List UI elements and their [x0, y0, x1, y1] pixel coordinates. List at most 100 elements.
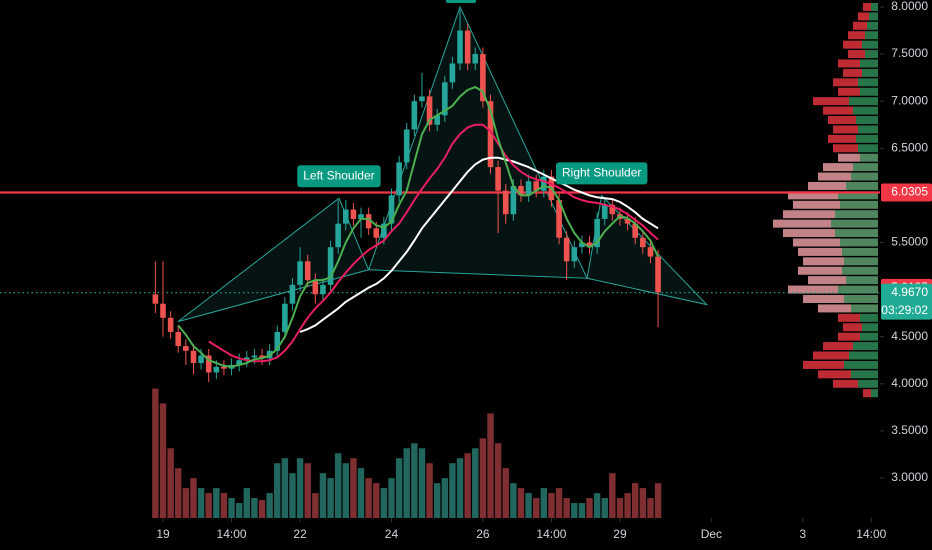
- volume-bar: [441, 478, 449, 518]
- candle-body: [335, 223, 341, 248]
- volume-bar: [601, 498, 608, 518]
- volume-bar: [357, 468, 365, 518]
- volume-bar: [578, 503, 586, 518]
- candle-body: [221, 366, 227, 369]
- volume-bar: [411, 443, 418, 518]
- candle-body: [320, 284, 326, 295]
- countdown: 03:29:02: [881, 303, 928, 317]
- candle-body: [350, 209, 357, 219]
- y-tick-label: 6.5000: [891, 140, 928, 154]
- candle-body: [579, 242, 585, 248]
- profile-down: [838, 332, 860, 341]
- volume-bar: [631, 483, 639, 518]
- x-tick-label: 24: [385, 527, 399, 541]
- volume-bar: [555, 488, 563, 518]
- profile-down: [793, 238, 840, 247]
- volume-bar: [654, 483, 662, 518]
- profile-down: [828, 116, 856, 125]
- profile-up: [858, 78, 878, 87]
- volume-bar: [197, 488, 205, 518]
- volume-bar: [510, 483, 517, 518]
- profile-down: [803, 360, 844, 369]
- candle-body: [388, 195, 395, 224]
- profile-up: [842, 247, 878, 256]
- profile-down: [823, 342, 853, 351]
- candle-body: [205, 355, 212, 373]
- profile-up: [860, 153, 878, 162]
- candle-body: [510, 185, 517, 215]
- profile-down: [833, 144, 858, 153]
- candle-body: [449, 63, 456, 83]
- y-tick-label: 3.0000: [891, 470, 928, 484]
- volume-bar: [449, 463, 456, 518]
- candle-body: [213, 366, 220, 373]
- volume-bar: [472, 448, 479, 518]
- volume-bar: [175, 468, 182, 518]
- candle-body: [609, 204, 616, 215]
- volume-bar: [182, 488, 190, 518]
- profile-down: [788, 285, 838, 294]
- y-tick-label: 8.0000: [891, 0, 928, 13]
- profile-down: [853, 21, 867, 30]
- volume-bar: [319, 473, 327, 518]
- candle-body: [655, 256, 661, 293]
- candle-body: [640, 237, 646, 248]
- annotation-box: [297, 165, 381, 188]
- profile-up: [831, 219, 878, 228]
- profile-up: [835, 229, 878, 238]
- annotation: Left Shoulder: [303, 168, 374, 182]
- volume-bar: [609, 473, 616, 518]
- candle-body: [556, 200, 562, 238]
- volume-bar: [418, 448, 426, 518]
- volume-bar: [517, 488, 525, 518]
- volume-bar: [426, 463, 433, 518]
- profile-down: [798, 247, 842, 256]
- volume-bar: [456, 458, 464, 518]
- candle-body: [327, 247, 334, 285]
- profile-down: [843, 68, 862, 77]
- volume-bar: [251, 498, 258, 518]
- profile-down: [803, 257, 844, 266]
- volume-bar: [342, 463, 349, 518]
- profile-up: [856, 116, 878, 125]
- profile-up: [862, 323, 878, 332]
- profile-up: [860, 332, 878, 341]
- candle-body: [167, 317, 174, 332]
- volume-bar: [258, 500, 266, 518]
- volume-bar: [350, 458, 357, 518]
- price-label: 6.0305: [891, 185, 928, 199]
- profile-up: [853, 163, 878, 172]
- profile-up: [846, 181, 878, 190]
- volume-bar: [433, 483, 441, 518]
- volume-bar: [312, 493, 319, 518]
- volume-bar: [266, 493, 273, 518]
- candle-body: [464, 30, 471, 64]
- profile-down: [838, 59, 860, 68]
- candle-body: [403, 129, 410, 163]
- profile-down: [848, 31, 865, 40]
- volume-bar: [289, 473, 296, 518]
- volume-bar: [190, 478, 197, 518]
- candle-body: [396, 162, 402, 196]
- head-label-clip: [446, 0, 476, 3]
- profile-up: [851, 304, 878, 313]
- profile-down: [818, 172, 851, 181]
- profile-down: [833, 125, 858, 134]
- volume-bar: [213, 488, 220, 518]
- volume-bar: [159, 403, 167, 518]
- profile-up: [856, 134, 878, 143]
- profile-up: [842, 266, 878, 275]
- profile-down: [833, 379, 858, 388]
- volume-bar: [388, 478, 395, 518]
- volume-bar: [334, 453, 342, 518]
- profile-up: [865, 50, 878, 59]
- candle-body: [487, 101, 494, 168]
- y-tick-label: 4.0000: [891, 376, 928, 390]
- profile-up: [853, 342, 878, 351]
- x-tick-label: 14:00: [856, 527, 886, 541]
- price-label-box: [881, 283, 932, 320]
- profile-down: [848, 50, 865, 59]
- volume-bar: [502, 468, 509, 518]
- profile-up: [860, 313, 878, 322]
- candle-body: [304, 261, 311, 281]
